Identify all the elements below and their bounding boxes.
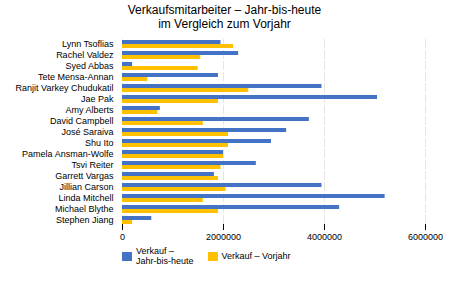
svg-text:4000000: 4000000 <box>307 232 342 242</box>
svg-text:Michael Blythe: Michael Blythe <box>55 204 114 214</box>
svg-text:Amy Alberts: Amy Alberts <box>65 105 114 115</box>
svg-text:Tete Mensa-Annan: Tete Mensa-Annan <box>38 72 114 82</box>
html-text:Verkaufsmitarbeiter – Jahr-bis: Verkaufsmitarbeiter – Jahr-bis-heute im … <box>127 3 322 32</box>
svg-text:Ranjit Varkey Chudukatil: Ranjit Varkey Chudukatil <box>16 83 114 93</box>
svg-text:Lynn Tsoflias: Lynn Tsoflias <box>62 39 114 49</box>
svg-text:Garrett Vargas: Garrett Vargas <box>55 171 114 181</box>
svg-text:Pamela Ansman-Wolfe: Pamela Ansman-Wolfe <box>22 149 113 159</box>
svg-text:Syed Abbas: Syed Abbas <box>65 61 114 71</box>
svg-text:2000000: 2000000 <box>206 232 241 242</box>
svg-text:Shu Ito: Shu Ito <box>85 138 114 148</box>
svg-text:Linda Mitchell: Linda Mitchell <box>58 193 113 203</box>
html-text:Verkauf – Vorjahr: Verkauf – Vorjahr <box>221 251 291 261</box>
html-text:Verkauf – Jahr-bis-heute: Verkauf – Jahr-bis-heute <box>136 245 194 267</box>
svg-text:David Campbell: David Campbell <box>50 116 114 126</box>
svg-text:Rachel Valdez: Rachel Valdez <box>56 50 114 60</box>
svg-text:Jae Pak: Jae Pak <box>81 94 114 104</box>
svg-text:Tsvi Reiter: Tsvi Reiter <box>71 160 113 170</box>
svg-text:6000000: 6000000 <box>408 232 443 242</box>
svg-text:Jillian Carson: Jillian Carson <box>59 182 113 192</box>
svg-text:José Saraiva: José Saraiva <box>61 127 113 137</box>
svg-text:Stephen Jiang: Stephen Jiang <box>56 215 114 225</box>
svg-text:0: 0 <box>120 232 125 242</box>
